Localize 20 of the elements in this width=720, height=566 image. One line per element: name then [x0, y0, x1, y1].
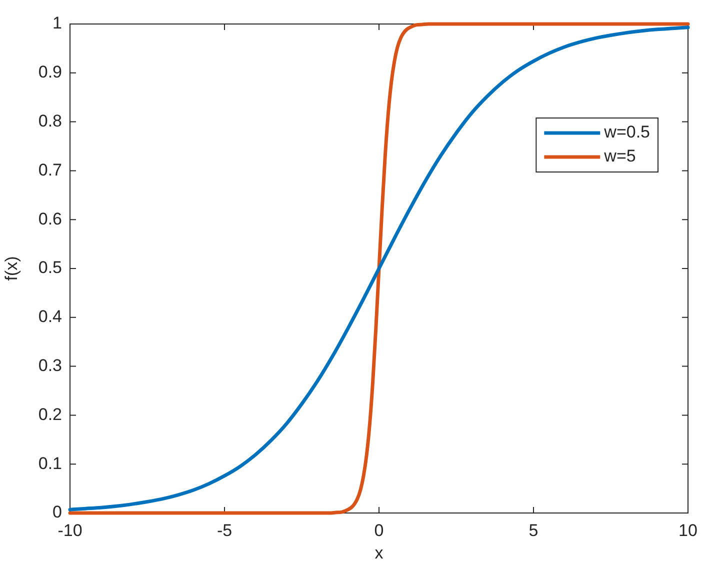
y-tick-label: 0.7	[38, 160, 62, 180]
y-axis-title: f(x)	[2, 256, 21, 281]
y-tick-label: 0.4	[38, 307, 62, 326]
legend-label: w=5	[603, 146, 636, 166]
y-tick-label: 0	[52, 502, 62, 522]
y-tick-label: 0.1	[38, 454, 62, 473]
x-tick-label: -10	[58, 520, 82, 540]
x-tick-label: -5	[216, 520, 232, 540]
y-tick-label: 0.3	[38, 356, 62, 375]
x-tick-label: 5	[528, 520, 538, 540]
x-tick-label: 10	[678, 520, 698, 540]
legend-label: w=0.5	[603, 122, 650, 142]
y-tick-label: 0.5	[38, 258, 62, 278]
y-tick-label: 0.2	[38, 404, 62, 424]
y-tick-label: 1	[52, 14, 62, 33]
y-tick-label: 0.6	[38, 209, 62, 228]
y-tick-label: 0.9	[38, 62, 62, 82]
x-axis-title: x	[374, 543, 384, 562]
y-tick-label: 0.8	[38, 111, 62, 130]
x-tick-label: 0	[374, 520, 384, 540]
